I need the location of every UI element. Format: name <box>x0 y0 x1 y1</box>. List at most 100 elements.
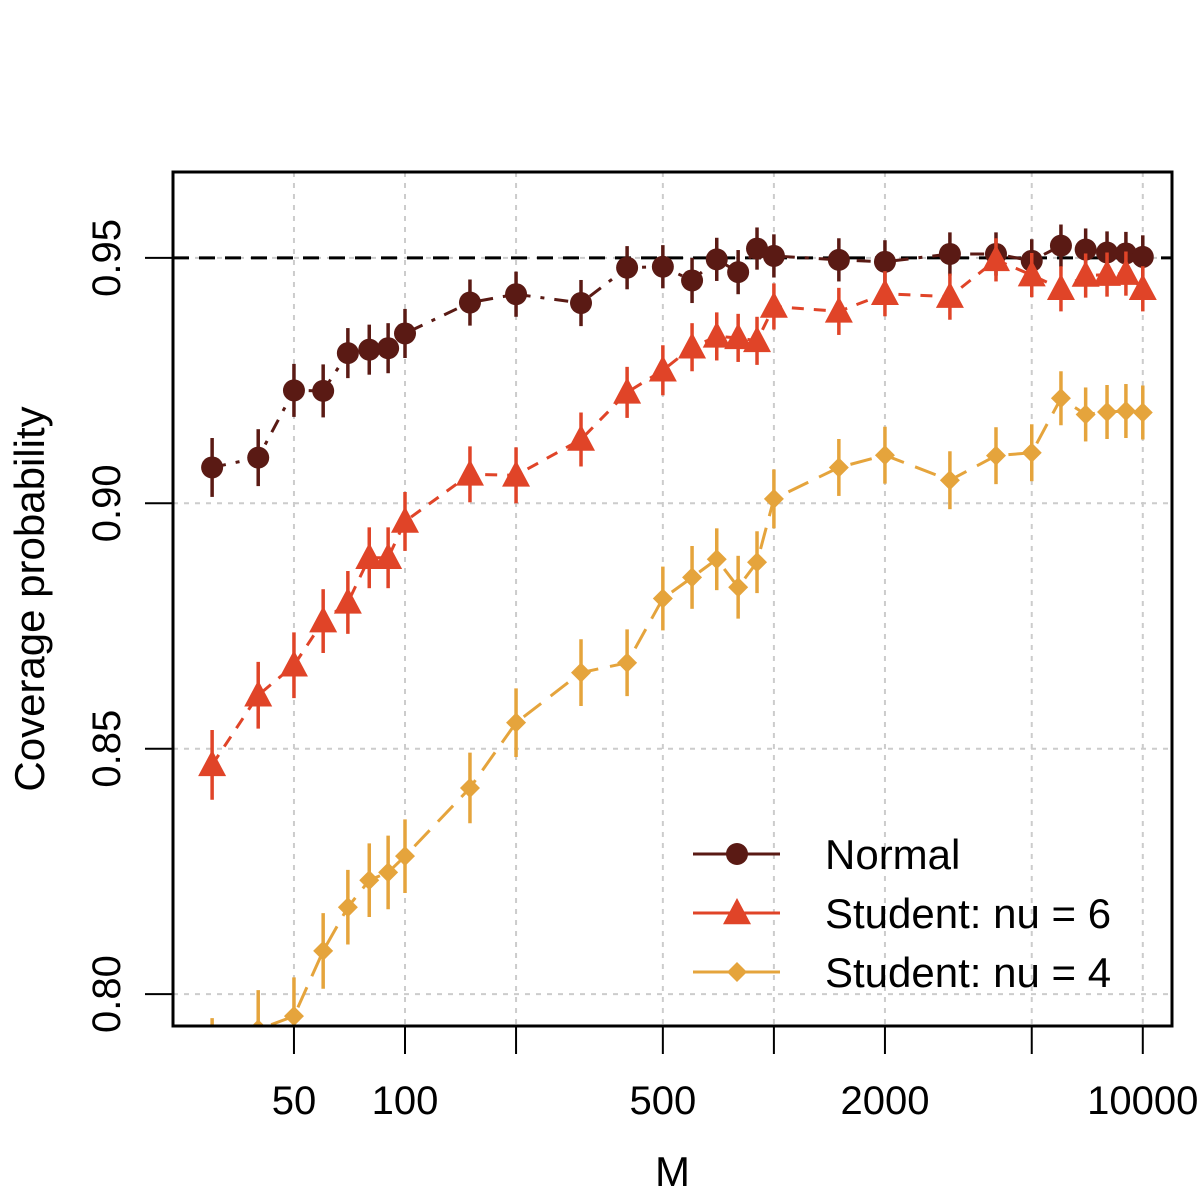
data-point <box>870 278 899 305</box>
x-axis-title: M <box>655 1148 690 1195</box>
legend-label: Student: nu = 6 <box>825 890 1111 937</box>
x-tick-label: 50 <box>272 1079 317 1123</box>
data-point <box>309 606 338 633</box>
series-line <box>263 396 1143 1026</box>
data-point <box>759 291 788 318</box>
data-point <box>702 321 731 348</box>
y-tick-label: 0.95 <box>85 219 129 297</box>
legend-marker <box>726 843 748 865</box>
data-point <box>571 662 592 683</box>
data-point <box>763 488 784 509</box>
legend: Normal Student: nu = 6 Student: nu = 4 <box>693 831 1111 996</box>
data-point <box>313 940 334 961</box>
data-point <box>201 456 224 479</box>
data-point <box>648 355 677 382</box>
legend-label: Student: nu = 4 <box>825 949 1111 996</box>
data-point <box>828 457 849 478</box>
data-point <box>613 377 642 404</box>
data-point <box>506 712 527 733</box>
data-point <box>705 248 728 271</box>
data-point <box>283 1006 304 1026</box>
x-tick-label: 10000 <box>1087 1079 1198 1123</box>
data-point <box>762 244 785 267</box>
data-point <box>355 542 384 570</box>
data-point <box>682 567 703 588</box>
data-point <box>567 424 596 451</box>
data-point <box>935 281 964 308</box>
data-point <box>727 261 750 284</box>
data-point <box>1071 260 1100 287</box>
data-point <box>678 332 707 359</box>
data-point <box>747 552 768 573</box>
y-axis-title: Coverage probability <box>6 406 53 791</box>
plot-frame <box>171 170 1174 1028</box>
data-point <box>244 680 273 707</box>
data-point <box>279 650 308 677</box>
legend-marker <box>723 898 751 925</box>
data-point <box>1128 273 1157 301</box>
x-tick-label: 100 <box>372 1079 439 1123</box>
data-point <box>938 242 961 265</box>
data-point <box>728 577 749 598</box>
data-point <box>939 470 960 491</box>
series-line <box>211 244 1144 469</box>
data-point <box>873 250 896 273</box>
data-point <box>336 342 359 365</box>
data-point <box>651 255 674 278</box>
data-point <box>374 542 403 570</box>
data-point <box>746 237 769 260</box>
data-point <box>459 777 480 798</box>
data-point <box>706 549 727 570</box>
data-point <box>395 846 416 867</box>
y-tick-label: 0.90 <box>85 464 129 542</box>
data-point <box>1115 401 1136 422</box>
data-point <box>1049 234 1072 257</box>
data-point <box>198 749 227 777</box>
legend-label: Normal <box>825 831 960 878</box>
data-point <box>282 379 305 402</box>
data-point <box>743 325 772 353</box>
data-point <box>981 244 1010 272</box>
data-point <box>337 897 358 918</box>
data-point <box>1097 402 1118 423</box>
series-line <box>210 258 1144 766</box>
series-student-nu-6 <box>198 238 1157 800</box>
data-point <box>391 506 420 533</box>
data-point <box>824 296 853 323</box>
data-point <box>1017 260 1046 287</box>
data-point <box>247 446 270 469</box>
data-point <box>1093 259 1122 286</box>
data-point <box>359 870 380 891</box>
data-point <box>394 322 417 345</box>
data-point <box>616 256 639 279</box>
data-point <box>570 292 593 315</box>
data-point <box>378 862 399 883</box>
x-tick-label: 2000 <box>840 1079 929 1123</box>
data-point <box>1074 238 1097 261</box>
data-point <box>617 652 638 673</box>
data-point <box>458 291 481 314</box>
data-point <box>377 337 400 360</box>
data-point <box>502 460 531 487</box>
series-layer <box>198 224 1157 1026</box>
data-point <box>1111 258 1140 285</box>
data-point <box>652 588 673 609</box>
data-point <box>251 1019 265 1026</box>
data-point <box>505 283 528 306</box>
data-point <box>455 459 484 486</box>
data-point <box>985 445 1006 466</box>
data-point <box>724 322 753 350</box>
data-point <box>827 248 850 271</box>
data-point <box>1096 241 1119 264</box>
axes-layer: 50 100 500 2000 10000 0.80 0.85 0.90 0.95 <box>85 219 1198 1123</box>
x-tick-label: 500 <box>629 1079 696 1123</box>
series-student-nu-4 <box>210 371 1153 1026</box>
series-normal <box>201 224 1154 497</box>
data-point <box>1046 273 1075 301</box>
data-point <box>1132 402 1153 423</box>
data-point <box>1075 404 1096 425</box>
legend-marker <box>727 962 747 982</box>
data-point <box>358 338 381 361</box>
data-point <box>874 445 895 466</box>
